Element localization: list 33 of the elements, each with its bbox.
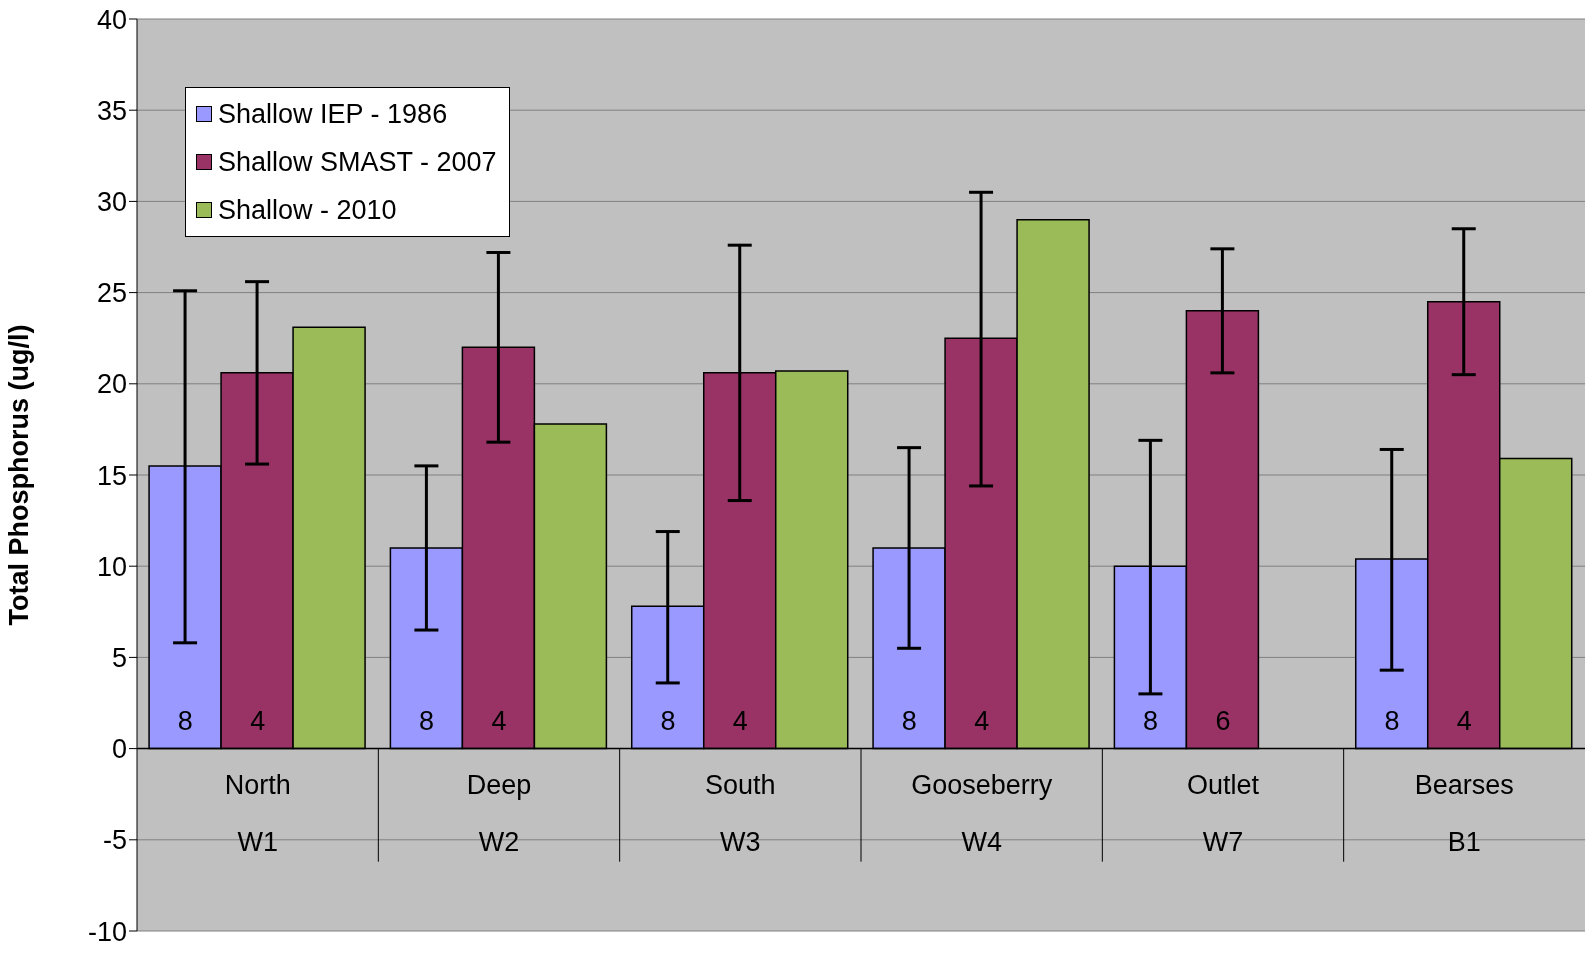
x-tick-label: Deep W2 xyxy=(466,770,532,857)
annotation: 4 xyxy=(250,706,266,737)
annotation: 8 xyxy=(419,706,435,737)
annotation: 4 xyxy=(491,706,507,737)
x-tick-label: Outlet W7 xyxy=(1186,770,1260,857)
y-tick-label: 5 xyxy=(111,642,127,673)
annotation: 6 xyxy=(1215,706,1231,737)
annotation: 4 xyxy=(732,706,748,737)
x-tick-label: Bearses B1 xyxy=(1414,770,1514,857)
y-tick-label: -5 xyxy=(102,825,127,856)
y-tick-label: 30 xyxy=(96,186,127,217)
annotation: 8 xyxy=(901,706,917,737)
x-tick-label: North W1 xyxy=(224,770,291,857)
y-tick-label: 15 xyxy=(96,460,127,491)
legend-label: Shallow - 2010 xyxy=(218,194,397,226)
y-tick-label: 35 xyxy=(96,95,127,126)
annotation: 4 xyxy=(1456,706,1472,737)
y-tick-label: 0 xyxy=(111,734,127,765)
annotation: 8 xyxy=(177,706,193,737)
x-tick-label: South W3 xyxy=(705,770,776,857)
y-tick-label: 40 xyxy=(96,4,127,35)
legend-label: Shallow SMAST - 2007 xyxy=(218,146,497,178)
y-tick-label: 10 xyxy=(96,551,127,582)
annotation: 8 xyxy=(1143,706,1159,737)
annotation: 4 xyxy=(974,706,990,737)
annotation: 8 xyxy=(660,706,676,737)
y-tick-label: 20 xyxy=(96,369,127,400)
x-tick-label: Gooseberry W4 xyxy=(911,770,1053,857)
y-axis-title: Total Phosphorus (ug/l) xyxy=(3,324,34,626)
y-tick-label: 25 xyxy=(96,278,127,309)
annotation: 8 xyxy=(1384,706,1400,737)
legend-label: Shallow IEP - 1986 xyxy=(218,98,448,130)
y-tick-label: -10 xyxy=(87,916,127,947)
